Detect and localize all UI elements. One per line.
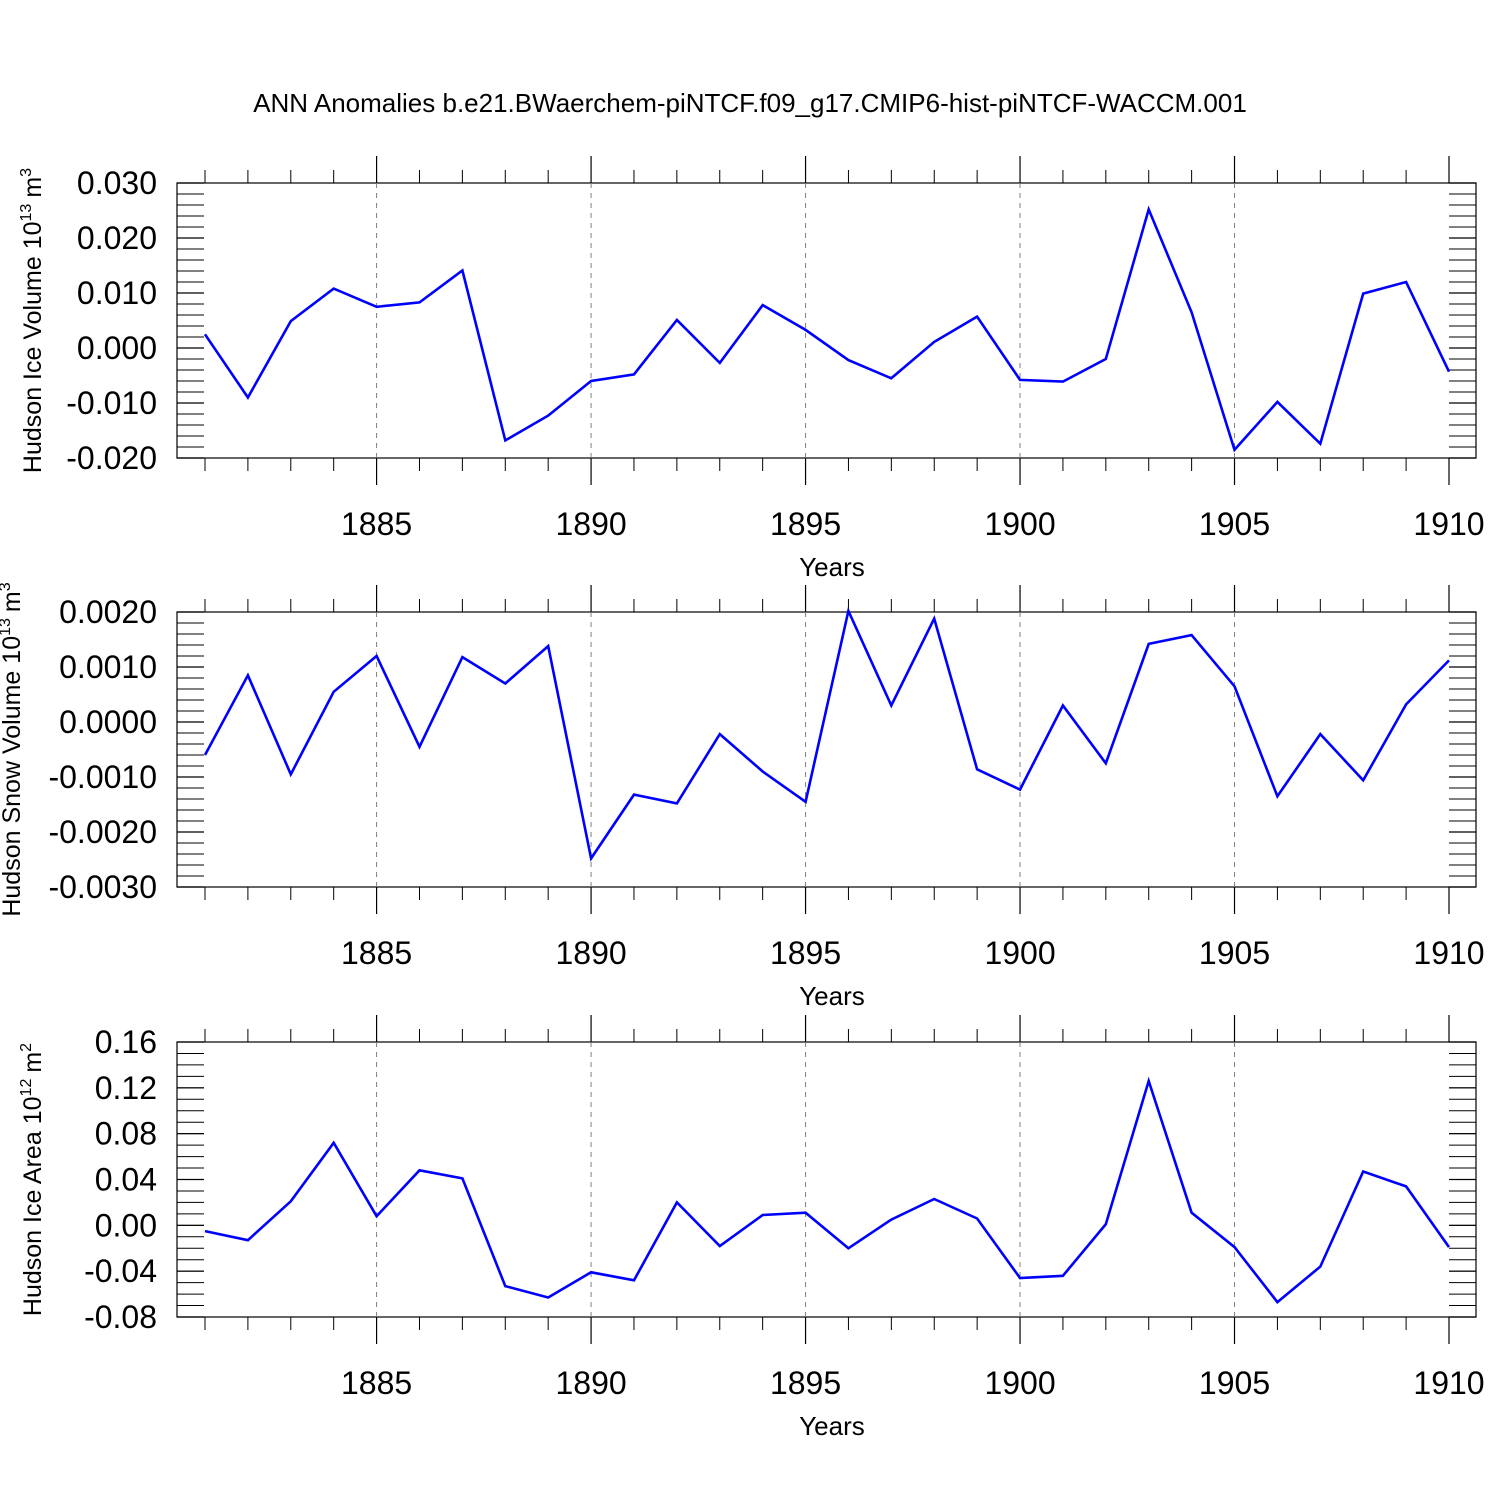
y-tick-label: -0.0030 <box>48 869 157 905</box>
x-tick-label: 1905 <box>1199 506 1270 542</box>
y-tick-label: 0.0000 <box>59 704 157 740</box>
chart-panel-1: 0.030 0.020 0.010 0.000 -0.010 -0.020 1885 1890… <box>18 156 1485 582</box>
x-tick-label: 1890 <box>555 506 626 542</box>
y-tick-label: 0.16 <box>95 1024 157 1060</box>
x-tick-label: 1885 <box>341 1365 412 1401</box>
y-axis-label-unit-exponent: 12 <box>18 1079 35 1097</box>
y-tick-label: -0.020 <box>66 440 157 476</box>
y-tick-label: 0.0020 <box>59 594 157 630</box>
chart-panel-3: 0.16 0.12 0.08 0.04 0.00 -0.04 -0.08 1885 1890 18… <box>18 1015 1485 1441</box>
y-axis-label-unit-power: 3 <box>0 582 14 591</box>
y-axis-label-name: Hudson Ice Area <box>19 1131 47 1316</box>
y-tick-label: 0.010 <box>77 275 157 311</box>
plot-frame <box>176 182 1477 459</box>
y-tick-label: 0.020 <box>77 220 157 256</box>
x-tick-label: 1895 <box>770 1365 841 1401</box>
y-tick-label: 0.04 <box>95 1162 157 1198</box>
y-axis-label-unit-power: 2 <box>18 1043 35 1052</box>
y-axis-label-unit-base: 10 <box>19 221 47 249</box>
series-line-1 <box>203 205 1451 453</box>
y-tick-label: 0.00 <box>95 1207 157 1243</box>
y-axis-label-name: Hudson Snow Volume <box>0 671 26 917</box>
y-axis-label-name: Hudson Ice Volume <box>19 256 47 473</box>
y-tick-label: -0.08 <box>84 1299 157 1335</box>
x-tick-label: 1910 <box>1413 1365 1484 1401</box>
y-tick-label: -0.0020 <box>48 814 157 850</box>
y-axis-label: Hudson Snow Volume 1013 m3 <box>0 582 26 916</box>
y-axis-label-unit-base: 10 <box>0 636 26 664</box>
plot-frame <box>176 611 1477 888</box>
x-tick-label: 1910 <box>1413 506 1484 542</box>
y-tick-label: -0.04 <box>84 1253 157 1289</box>
y-tick-label: 0.030 <box>77 165 157 201</box>
y-axis-label-unit-power: 3 <box>18 168 35 177</box>
x-tick-label: 1890 <box>555 935 626 971</box>
x-tick-label: 1900 <box>984 1365 1055 1401</box>
y-axis-label-unit-m: m <box>0 591 26 612</box>
y-tick-label: -0.0010 <box>48 759 157 795</box>
figure-title: ANN Anomalies b.e21.BWaerchem-piNTCF.f09… <box>253 88 1247 118</box>
y-axis-label-unit-exponent: 13 <box>0 618 14 636</box>
y-tick-label: 0.12 <box>95 1070 157 1106</box>
y-tick-label: -0.010 <box>66 385 157 421</box>
y-tick-label: 0.000 <box>77 330 157 366</box>
x-tick-label: 1885 <box>341 935 412 971</box>
y-axis-label-unit-exponent: 13 <box>18 204 35 222</box>
chart-panel-2: 0.0020 0.0010 0.0000 -0.0010 -0.0020 -0.0030 1… <box>0 582 1485 1011</box>
y-axis-label-unit-m: m <box>19 177 47 198</box>
x-tick-label: 1895 <box>770 935 841 971</box>
x-axis-label: Years <box>799 1411 865 1441</box>
x-tick-label: 1905 <box>1199 935 1270 971</box>
x-tick-label: 1890 <box>555 1365 626 1401</box>
x-tick-label: 1885 <box>341 506 412 542</box>
y-axis-label: Hudson Ice Volume 1013 m3 <box>18 168 47 473</box>
y-axis-label-unit-base: 10 <box>19 1096 47 1124</box>
series-line-1 <box>204 1076 1451 1304</box>
x-axis-label: Years <box>799 981 865 1011</box>
y-tick-label: 0.08 <box>95 1116 157 1152</box>
x-axis-label: Years <box>799 552 865 582</box>
x-tick-label: 1900 <box>984 506 1055 542</box>
series-line-1 <box>203 606 1450 862</box>
x-tick-label: 1900 <box>984 935 1055 971</box>
panels: 0.030 0.020 0.010 0.000 -0.010 -0.020 1885 1890… <box>0 156 1485 1441</box>
x-tick-label: 1910 <box>1413 935 1484 971</box>
y-axis-label: Hudson Ice Area 1012 m2 <box>18 1043 47 1316</box>
x-tick-label: 1905 <box>1199 1365 1270 1401</box>
y-axis-label-unit-m: m <box>19 1052 47 1073</box>
x-tick-label: 1895 <box>770 506 841 542</box>
y-tick-label: 0.0010 <box>59 649 157 685</box>
